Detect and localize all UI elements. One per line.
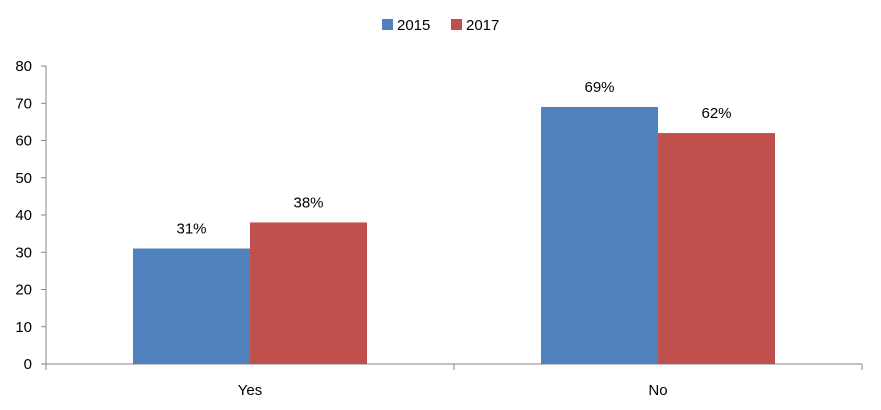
y-tick-label: 20 [15, 282, 32, 299]
bar-2017-yes [250, 222, 367, 364]
legend-swatch-2015 [382, 19, 393, 30]
x-axis: Yes No [45, 363, 863, 399]
data-labels: 31% 38% 69% 62% [176, 79, 731, 238]
y-tick-label: 30 [15, 244, 32, 261]
data-label: 38% [293, 194, 323, 211]
legend: 2015 2017 [382, 17, 499, 34]
y-tick-label: 40 [15, 207, 32, 224]
x-tick-label: Yes [238, 382, 262, 399]
data-label: 31% [176, 221, 206, 238]
bar-2015-yes [133, 248, 250, 364]
bars [133, 106, 775, 364]
y-axis: 0 10 20 30 40 50 60 70 80 [15, 58, 47, 373]
bar-2017-no [658, 133, 775, 364]
y-tick-label: 80 [15, 58, 32, 75]
data-label: 62% [701, 105, 731, 122]
x-tick-label: No [648, 382, 667, 399]
y-tick-label: 0 [24, 356, 32, 373]
legend-label-2015: 2015 [397, 17, 430, 34]
y-tick-label: 10 [15, 319, 32, 336]
y-tick-label: 70 [15, 95, 32, 112]
legend-swatch-2017 [451, 19, 462, 30]
y-tick-label: 60 [15, 133, 32, 150]
legend-label-2017: 2017 [466, 17, 499, 34]
y-tick-label: 50 [15, 170, 32, 187]
data-label: 69% [584, 79, 614, 96]
bar-2015-no [541, 106, 658, 364]
